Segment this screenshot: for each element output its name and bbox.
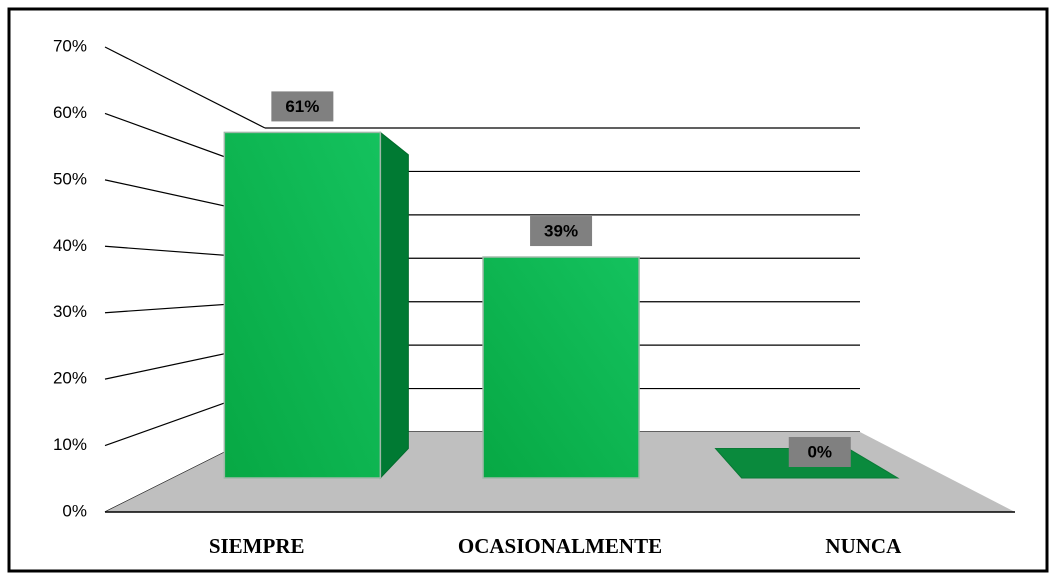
value-label-box	[788, 437, 851, 467]
y-tick-label: 30%	[53, 302, 87, 321]
value-label-box	[530, 216, 593, 247]
grid-line	[104, 46, 266, 129]
y-tick-label: 10%	[53, 435, 87, 454]
x-tick-label: OCASIONALMENTE	[458, 534, 662, 558]
value-label: 0%	[807, 442, 832, 461]
y-tick-label: 0%	[62, 501, 87, 520]
y-tick-label: 50%	[53, 169, 87, 188]
x-tick-label: SIEMPRE	[209, 534, 305, 558]
bar	[482, 256, 640, 479]
value-label: 39%	[544, 222, 578, 241]
y-tick-label: 20%	[53, 369, 87, 388]
y-tick-label: 70%	[53, 36, 87, 55]
y-tick-label: 60%	[53, 103, 87, 122]
value-label-box	[271, 91, 334, 122]
value-label: 61%	[285, 97, 319, 116]
bar	[223, 131, 382, 479]
bar-side	[379, 131, 409, 480]
x-tick-label: NUNCA	[825, 534, 902, 558]
y-tick-label: 40%	[53, 236, 87, 255]
